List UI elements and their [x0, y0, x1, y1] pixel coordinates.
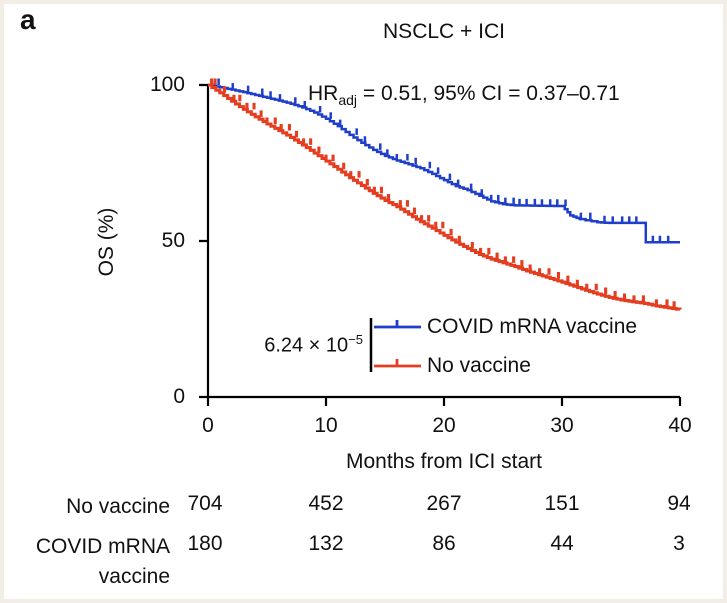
censor-marks-covid-mrna-vaccine — [217, 78, 670, 243]
risk-table-row-label-covid-mrna-vaccine: COVID mRNA vaccine — [35, 535, 170, 588]
pvalue-annotation: 6.24 × 10−5 — [205, 332, 363, 358]
risk-count: 94 — [667, 492, 691, 515]
legend-marker-no-vaccine — [374, 359, 421, 368]
y-axis-title: OS (%) — [95, 207, 118, 277]
legend-label-covid-mrna-vaccine: COVID mRNA vaccine — [427, 315, 638, 338]
pvalue-base: 6.24 × 10 — [264, 334, 349, 357]
x-tick-label-10: 10 — [314, 414, 338, 437]
legend-marker-covid-mrna-vaccine — [374, 320, 421, 329]
risk-count: 132 — [308, 532, 344, 555]
hr-value-ci: = 0.51, 95% CI = 0.37–0.71 — [357, 82, 620, 105]
risk-count: 180 — [187, 532, 223, 555]
risk-count: 267 — [426, 492, 462, 515]
x-tick-label-20: 20 — [432, 414, 456, 437]
panel-label: a — [20, 4, 36, 35]
risk-count: 44 — [550, 532, 574, 555]
hr-prefix: HR — [308, 82, 339, 105]
y-tick-label-0: 0 — [173, 385, 185, 408]
x-tick-label-30: 30 — [550, 414, 574, 437]
x-axis-title: Months from ICI start — [345, 450, 543, 473]
risk-count: 86 — [432, 532, 456, 555]
hr-subscript: adj — [338, 92, 358, 109]
risk-count: 704 — [187, 492, 223, 515]
km-curve-no-vaccine — [208, 83, 682, 311]
x-tick-label-0: 0 — [202, 414, 214, 437]
risk-count: 3 — [673, 532, 685, 555]
risk-count: 151 — [544, 492, 580, 515]
legend-label-no-vaccine: No vaccine — [427, 354, 531, 377]
censor-marks-no-vaccine — [209, 78, 676, 308]
hazard-ratio-annotation: HRadj = 0.51, 95% CI = 0.37–0.71 — [308, 82, 620, 108]
risk-count: 452 — [308, 492, 344, 515]
y-tick-label-50: 50 — [161, 229, 185, 252]
y-tick-label-100: 100 — [149, 73, 185, 96]
chart-title: NSCLC + ICI — [383, 20, 505, 43]
x-tick-label-40: 40 — [668, 414, 692, 437]
km-curve-covid-mrna-vaccine — [208, 83, 680, 244]
risk-table-row-label-no-vaccine: No vaccine — [66, 495, 170, 518]
pvalue-exponent: −5 — [348, 332, 363, 347]
axes — [199, 83, 682, 406]
